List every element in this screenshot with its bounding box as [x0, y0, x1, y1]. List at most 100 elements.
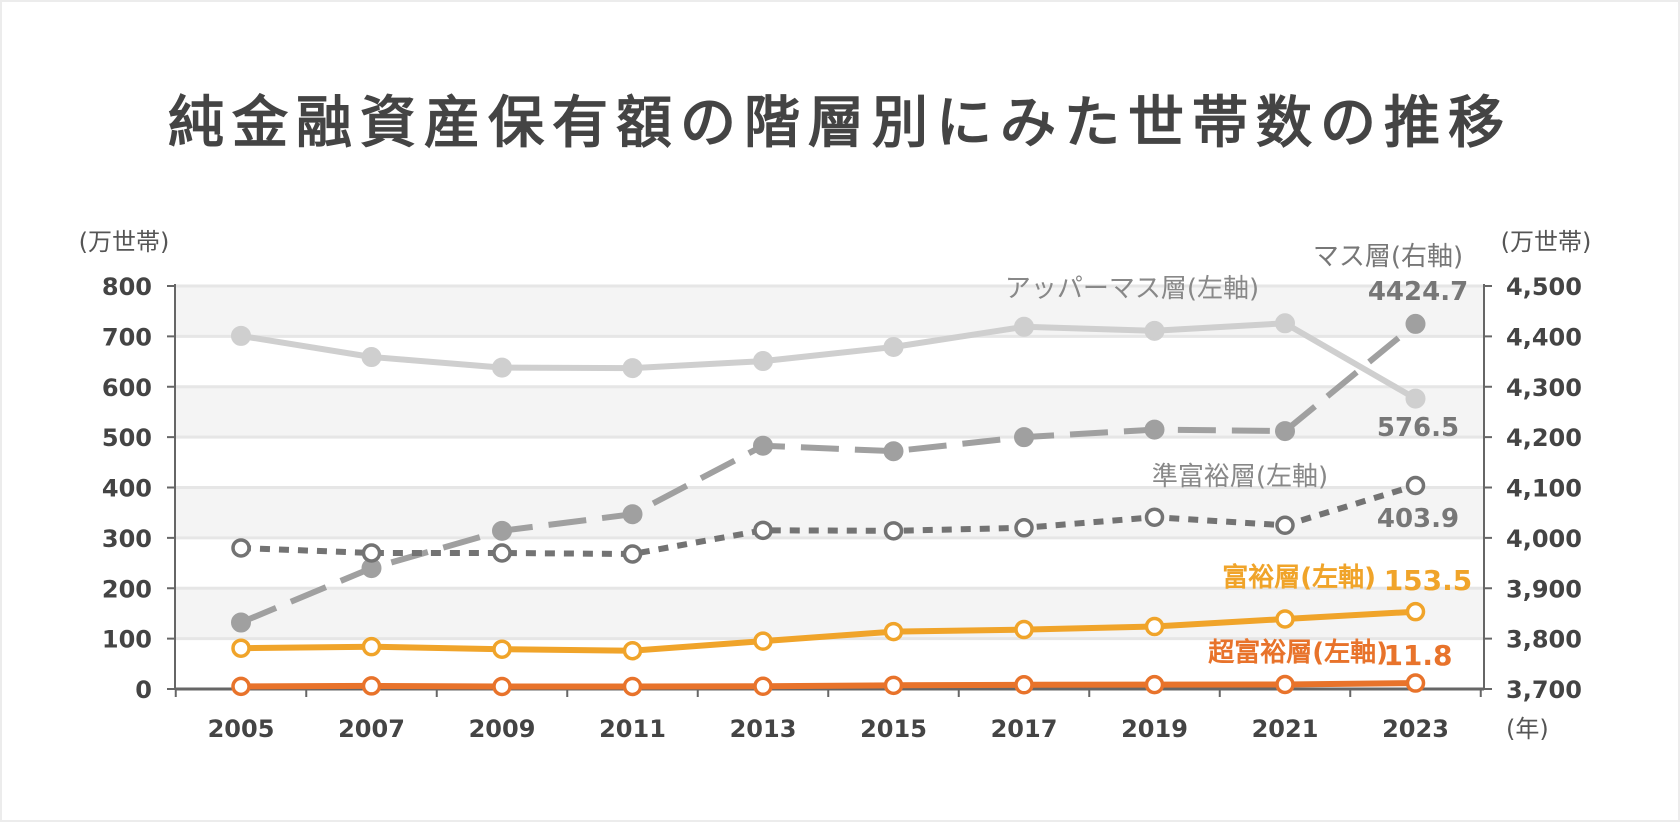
data-label: 11.8	[1383, 639, 1452, 672]
data-point	[1275, 674, 1295, 695]
right-tick-label: 3,800	[1506, 626, 1582, 654]
series-line	[240, 680, 1416, 690]
x-tick-label: 2007	[338, 715, 405, 743]
data-point	[492, 543, 512, 563]
data-point	[1144, 419, 1165, 440]
data-point	[883, 675, 904, 696]
series-name-label: 準富裕層(左軸)	[1152, 462, 1328, 492]
series-markers	[231, 313, 1426, 697]
x-tick-label: 2005	[208, 715, 275, 743]
data-point	[753, 351, 773, 372]
data-point	[231, 538, 251, 558]
data-point	[1405, 313, 1426, 334]
data-point	[622, 544, 643, 564]
data-point	[1275, 609, 1295, 629]
left-tick-label: 400	[102, 475, 152, 503]
data-point	[231, 325, 251, 346]
labels: 0 100 200 300 400 500 600 700 800 3,700 3,800 3,900…	[79, 228, 1592, 743]
data-point	[1014, 619, 1034, 640]
series-name-label: 富裕層(左軸)	[1222, 562, 1376, 593]
data-point	[1275, 313, 1295, 334]
data-point	[622, 676, 643, 697]
data-point	[883, 521, 904, 541]
data-point	[1405, 388, 1426, 409]
data-point	[1275, 421, 1295, 442]
data-point	[1014, 316, 1034, 337]
right-tick-label: 3,700	[1506, 676, 1582, 704]
data-point	[1275, 515, 1295, 536]
data-label: 4424.7	[1368, 277, 1468, 307]
right-tick-label: 4,500	[1506, 273, 1582, 301]
data-label: 153.5	[1384, 564, 1473, 597]
chart-title: 純金融資産保有額の階層別にみた世帯数の推移	[168, 91, 1512, 156]
series-line	[240, 320, 1417, 402]
left-tick-label: 700	[102, 323, 152, 351]
data-point	[622, 640, 643, 661]
plot-band	[175, 588, 1484, 639]
data-point	[753, 631, 773, 651]
series-name-label: アッパーマス層(左軸)	[1005, 274, 1259, 304]
x-tick-label: 2023	[1382, 715, 1449, 743]
left-tick-label: 200	[102, 575, 152, 603]
data-point	[883, 336, 904, 357]
left-tick-label: 600	[102, 374, 152, 402]
axes	[167, 284, 1492, 697]
data-point	[361, 347, 382, 368]
right-axis-unit: (万世帯)	[1501, 228, 1592, 256]
data-point	[492, 639, 512, 659]
data-point	[622, 504, 643, 525]
data-point	[231, 676, 251, 697]
data-point	[753, 676, 773, 697]
left-tick-label: 500	[102, 424, 152, 452]
right-tick-label: 4,300	[1506, 374, 1582, 402]
data-point	[1144, 674, 1165, 695]
left-tick-label: 0	[135, 676, 152, 704]
x-tick-label: 2015	[860, 715, 927, 743]
series-name-label: 超富裕層(左軸)	[1208, 637, 1388, 668]
data-point	[361, 543, 382, 563]
series-line	[240, 608, 1416, 654]
left-tick-label: 100	[102, 626, 152, 654]
x-tick-label: 2013	[730, 715, 797, 743]
data-point	[1144, 320, 1165, 341]
data-point	[883, 441, 904, 462]
data-label: 403.9	[1377, 504, 1459, 534]
x-tick-label: 2009	[469, 715, 536, 743]
data-point	[231, 638, 251, 658]
data-point	[361, 676, 382, 696]
data-point	[492, 676, 512, 697]
data-point	[492, 357, 512, 378]
data-point	[492, 520, 512, 541]
data-point	[622, 358, 643, 379]
x-tick-label: 2021	[1252, 715, 1319, 743]
data-point	[1405, 601, 1426, 622]
left-axis-unit: (万世帯)	[79, 228, 170, 256]
data-point	[1014, 518, 1034, 538]
series-lines	[239, 320, 1418, 690]
x-tick-label: 2011	[599, 715, 666, 743]
right-tick-label: 4,200	[1506, 424, 1582, 452]
data-point	[231, 612, 251, 633]
data-point	[1405, 475, 1426, 496]
x-axis-unit: (年)	[1506, 715, 1549, 743]
right-tick-label: 4,400	[1506, 323, 1582, 351]
data-point	[361, 636, 382, 657]
data-point	[1014, 427, 1034, 448]
plot-band	[175, 286, 1484, 337]
series-line	[239, 321, 1418, 626]
data-point	[753, 435, 773, 456]
right-tick-label: 3,900	[1506, 575, 1582, 603]
series-line	[240, 482, 1417, 557]
x-tick-label: 2019	[1121, 715, 1188, 743]
data-point	[1144, 616, 1165, 637]
data-point	[1405, 673, 1426, 693]
right-tick-label: 4,000	[1506, 525, 1582, 553]
right-tick-label: 4,100	[1506, 475, 1582, 503]
data-point	[1014, 675, 1034, 695]
left-tick-label: 300	[102, 525, 152, 553]
left-tick-label: 800	[102, 273, 152, 301]
data-point	[883, 621, 904, 642]
data-point	[753, 520, 773, 541]
series-name-label: マス層(右軸)	[1313, 242, 1463, 272]
